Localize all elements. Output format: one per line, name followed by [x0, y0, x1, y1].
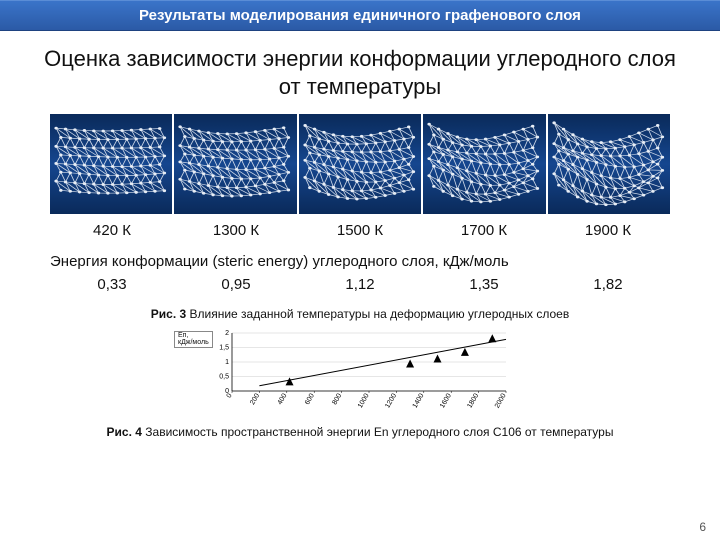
energy-1: 0,95: [174, 276, 298, 293]
slide-header: Результаты моделирования единичного граф…: [0, 0, 720, 31]
temp-3: 1700 К: [422, 222, 546, 239]
figure-3-caption: Рис. 3 Влияние заданной температуры на д…: [30, 307, 690, 323]
temp-4: 1900 К: [546, 222, 670, 239]
temp-1: 1300 К: [174, 222, 298, 239]
temp-2: 1500 К: [298, 222, 422, 239]
fig4-bold: Рис. 4: [107, 425, 142, 439]
svg-text:1800: 1800: [466, 392, 480, 409]
svg-text:600: 600: [304, 392, 316, 406]
temperature-row: 420 К 1300 К 1500 К 1700 К 1900 К: [50, 222, 670, 239]
graphene-panel-2: [299, 114, 421, 214]
energy-0: 0,33: [50, 276, 174, 293]
svg-text:1000: 1000: [357, 392, 371, 409]
chart-container: Еп, кДж/моль 00,511,52020040060080010001…: [210, 329, 510, 419]
svg-text:2000: 2000: [494, 392, 508, 409]
svg-text:1,5: 1,5: [219, 344, 229, 351]
graphene-image-strip: [50, 114, 670, 214]
energy-2: 1,12: [298, 276, 422, 293]
energy-4: 1,82: [546, 276, 670, 293]
energy-row: 0,33 0,95 1,12 1,35 1,82: [50, 276, 670, 293]
energy-caption: Энергия конформации (steric energy) угле…: [50, 253, 670, 270]
slide-header-text: Результаты моделирования единичного граф…: [139, 7, 581, 24]
y-axis-title-box: Еп, кДж/моль: [174, 331, 213, 348]
y-axis-title-top: Еп,: [178, 332, 209, 340]
svg-text:0: 0: [226, 392, 234, 399]
page-number: 6: [699, 520, 706, 534]
svg-text:800: 800: [331, 392, 343, 406]
fig4-text: Зависимость пространственной энергии Еn …: [142, 425, 614, 439]
svg-text:1400: 1400: [412, 392, 426, 409]
svg-text:1200: 1200: [384, 392, 398, 409]
figure-4-caption: Рис. 4 Зависимость пространственной энер…: [30, 425, 690, 441]
svg-text:2: 2: [225, 330, 229, 337]
graphene-panel-1: [174, 114, 296, 214]
svg-text:400: 400: [277, 392, 289, 406]
svg-text:1600: 1600: [439, 392, 453, 409]
y-axis-title-bot: кДж/моль: [178, 339, 209, 347]
graphene-panel-0: [50, 114, 172, 214]
svg-text:200: 200: [249, 392, 261, 406]
energy-3: 1,35: [422, 276, 546, 293]
fig3-bold: Рис. 3: [151, 307, 186, 321]
scatter-chart: 00,511,520200400600800100012001400160018…: [210, 329, 510, 419]
graphene-panel-4: [548, 114, 670, 214]
page-title: Оценка зависимости энергии конформации у…: [40, 45, 680, 100]
temp-0: 420 К: [50, 222, 174, 239]
graphene-panel-3: [423, 114, 545, 214]
svg-text:1: 1: [225, 359, 229, 366]
fig3-text: Влияние заданной температуры на деформац…: [186, 307, 569, 321]
svg-text:0,5: 0,5: [219, 373, 229, 380]
